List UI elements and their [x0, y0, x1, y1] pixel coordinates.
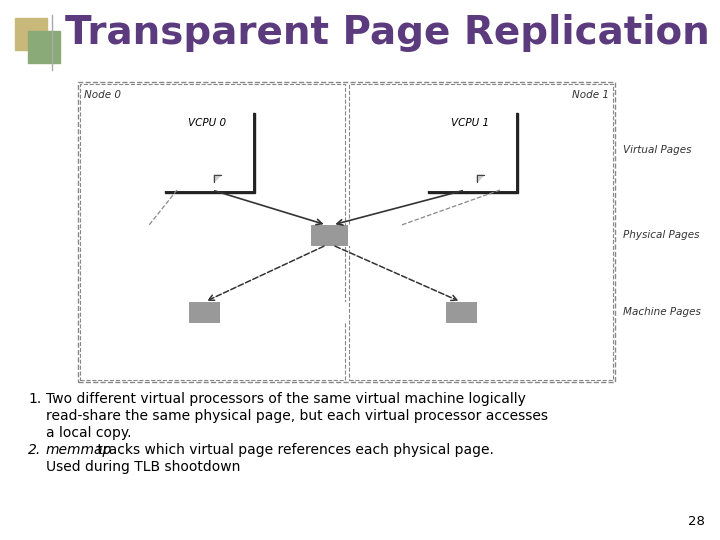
Bar — [95, 302, 126, 322]
Bar — [28, 31, 60, 63]
Bar — [353, 302, 384, 322]
Bar — [167, 225, 203, 245]
Text: 28: 28 — [688, 515, 705, 528]
Bar — [428, 113, 518, 193]
Bar — [162, 110, 252, 190]
Text: Used during TLB shootdown: Used during TLB shootdown — [46, 460, 240, 474]
Bar — [158, 302, 189, 322]
Text: Node 1: Node 1 — [572, 90, 609, 100]
Bar — [95, 225, 131, 245]
Bar — [456, 225, 492, 245]
Text: Physical Pages: Physical Pages — [623, 230, 700, 240]
Bar — [564, 225, 600, 245]
Text: tracks which virtual page references each physical page.: tracks which virtual page references eac… — [93, 443, 494, 457]
Text: memmap: memmap — [46, 443, 112, 457]
Bar — [312, 225, 348, 245]
Text: read-share the same physical page, but each virtual processor accesses: read-share the same physical page, but e… — [46, 409, 548, 423]
Text: Node 0: Node 0 — [84, 90, 121, 100]
Bar — [131, 225, 167, 245]
Bar — [508, 302, 539, 322]
Bar — [282, 302, 314, 322]
Text: VCPU 0: VCPU 0 — [188, 118, 226, 128]
Text: Two different virtual processors of the same virtual machine logically: Two different virtual processors of the … — [46, 392, 526, 406]
Polygon shape — [456, 147, 484, 182]
Text: Machine Pages: Machine Pages — [623, 307, 701, 317]
Text: 1.: 1. — [28, 392, 41, 406]
Text: VCPU 1: VCPU 1 — [451, 118, 489, 128]
Bar — [239, 225, 275, 245]
Text: Virtual Pages: Virtual Pages — [623, 145, 691, 155]
Bar — [477, 302, 508, 322]
Bar — [569, 302, 600, 322]
Bar — [528, 225, 564, 245]
Bar — [446, 302, 477, 322]
Polygon shape — [193, 147, 221, 182]
Bar — [420, 225, 456, 245]
Bar — [275, 225, 312, 245]
Bar — [384, 225, 420, 245]
Bar — [348, 225, 384, 245]
Polygon shape — [477, 175, 484, 182]
Bar — [189, 302, 220, 322]
Polygon shape — [214, 175, 221, 182]
Bar — [78, 82, 615, 382]
Bar — [251, 302, 282, 322]
Bar — [220, 302, 251, 322]
Bar — [165, 113, 255, 193]
Bar — [314, 302, 345, 322]
Text: Transparent Page Replication: Transparent Page Replication — [65, 14, 710, 52]
Bar — [348, 84, 613, 380]
Bar — [425, 110, 515, 190]
Text: a local copy.: a local copy. — [46, 426, 132, 440]
Bar — [203, 225, 239, 245]
Bar — [384, 302, 415, 322]
Bar — [15, 18, 47, 50]
Bar — [80, 84, 344, 380]
Bar — [539, 302, 569, 322]
Bar — [415, 302, 446, 322]
Bar — [492, 225, 528, 245]
Bar — [126, 302, 158, 322]
Text: 2.: 2. — [28, 443, 41, 457]
